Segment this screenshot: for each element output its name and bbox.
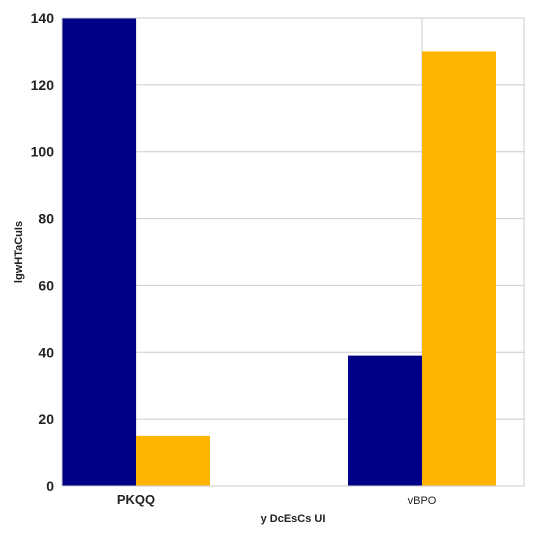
bars [62,18,496,487]
bar [422,51,496,487]
bar [136,435,210,486]
x-tick-label: vBPO [408,495,437,507]
y-tick-label: 120 [31,77,55,93]
x-tick-labels: PKQQ vBPO [117,492,437,507]
bar [62,18,136,486]
y-axis-label: lgwHTaCuIs [13,221,25,283]
y-tick-label: 20 [38,411,54,427]
y-tick-labels: 0 20 40 60 80 100 120 140 [31,10,55,494]
x-axis-label: y DcEsCs UI [261,513,326,525]
y-tick-label: 100 [31,144,55,160]
bar [348,355,422,486]
y-tick-label: 0 [46,478,54,494]
y-tick-label: 60 [38,277,54,293]
y-tick-label: 140 [31,10,55,26]
y-tick-label: 40 [38,344,54,360]
plot-frame [61,17,525,487]
x-tick-label: PKQQ [117,492,155,507]
y-tick-label: 80 [38,211,54,227]
